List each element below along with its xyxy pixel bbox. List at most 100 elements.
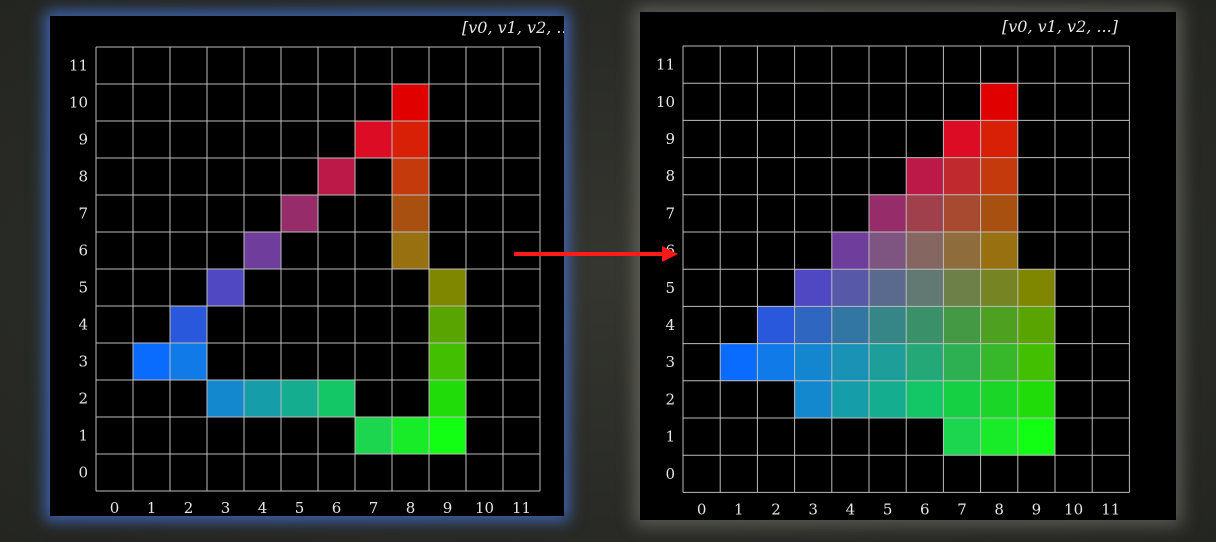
x-tick-label: 7 (957, 500, 967, 518)
pixel-cell-8-8 (980, 157, 1018, 195)
pixel-cell-8-3 (980, 343, 1018, 381)
pixel-cell-5-7 (281, 195, 318, 232)
pixel-cell-8-10 (392, 84, 429, 121)
pixel-cell-9-2 (1017, 380, 1055, 418)
x-tick-label: 2 (184, 499, 194, 516)
y-tick-label: 9 (78, 131, 88, 149)
pixel-cell-2-4 (170, 306, 207, 343)
left-pixel-grid: 0 1 2 3 4 5 6 7 8 9 10 11 0 1 2 3 4 5 6 7 8 9 10 11 [v0, v1, v… (69, 18, 564, 516)
pixel-cell-8-8 (392, 158, 429, 195)
y-tick-label: 5 (665, 279, 675, 297)
pixel-cell-4-3 (831, 343, 869, 381)
x-tick-label: 8 (406, 499, 416, 516)
right-vertex-list-label: [v0, v1, v2, ...] (1002, 17, 1119, 36)
x-tick-label: 1 (734, 500, 744, 518)
y-tick-label: 0 (665, 465, 675, 483)
y-tick-label: 10 (69, 94, 88, 112)
y-tick-label: 6 (78, 242, 88, 260)
pixel-cell-6-4 (906, 306, 944, 344)
pixel-cell-4-2 (831, 380, 869, 418)
pixel-cell-7-4 (943, 306, 981, 344)
left-grid-panel: 0 1 2 3 4 5 6 7 8 9 10 11 0 1 2 3 4 5 6 7 8 9 10 11 [v0, v1, v… (50, 16, 564, 516)
pixel-cell-5-3 (869, 343, 907, 381)
pixel-cell-6-2 (906, 380, 944, 418)
y-tick-label: 3 (665, 353, 675, 371)
x-tick-label: 7 (369, 499, 379, 516)
y-tick-label: 0 (78, 464, 88, 482)
pixel-cell-8-9 (392, 121, 429, 158)
pixel-cell-7-9 (355, 121, 392, 158)
x-tick-label: 1 (147, 499, 157, 516)
pixel-cell-4-6 (831, 232, 869, 270)
pixel-cell-8-6 (980, 232, 1018, 270)
pixel-cell-7-7 (943, 194, 981, 232)
pixel-cell-9-4 (429, 306, 466, 343)
pixel-cell-8-1 (980, 418, 1018, 456)
x-tick-label: 5 (295, 499, 305, 516)
pixel-cell-8-7 (980, 194, 1018, 232)
y-tick-label: 1 (665, 428, 675, 446)
x-tick-label: 8 (994, 500, 1004, 518)
pixel-cell-3-2 (207, 380, 244, 417)
pixel-cell-5-6 (869, 232, 907, 270)
pixel-cell-8-6 (392, 232, 429, 269)
y-tick-label: 3 (78, 353, 88, 371)
x-tick-label: 11 (512, 499, 531, 516)
right-grid-panel: 0 1 2 3 4 5 6 7 8 9 10 11 0 1 2 3 4 5 6 7 8 9 10 11 [v0, v1, v… (640, 12, 1176, 520)
pixel-cell-9-4 (1017, 306, 1055, 344)
x-tick-label: 0 (110, 499, 120, 516)
y-tick-label: 8 (78, 168, 88, 186)
x-tick-label: 4 (258, 499, 268, 516)
pixel-cell-6-7 (906, 194, 944, 232)
y-tick-label: 11 (656, 56, 675, 74)
x-tick-label: 3 (221, 499, 231, 516)
pixel-cell-8-7 (392, 195, 429, 232)
pixel-cell-5-2 (281, 380, 318, 417)
y-tick-label: 1 (78, 427, 88, 445)
x-tick-label: 0 (697, 500, 707, 518)
right-pixel-grid: 0 1 2 3 4 5 6 7 8 9 10 11 0 1 2 3 4 5 6 7 8 9 10 11 [v0, v1, v… (656, 17, 1130, 518)
pixel-cell-3-5 (207, 269, 244, 306)
y-tick-label: 2 (78, 390, 88, 408)
y-tick-label: 2 (665, 390, 675, 408)
y-tick-label: 8 (665, 167, 675, 185)
pixel-cell-6-6 (906, 232, 944, 270)
pixel-cell-5-5 (869, 269, 907, 307)
pixel-cell-7-5 (943, 269, 981, 307)
y-tick-label: 9 (665, 130, 675, 148)
x-tick-label: 6 (920, 500, 930, 518)
x-tick-label: 10 (1064, 500, 1083, 518)
pixel-cell-9-5 (429, 269, 466, 306)
x-tick-label: 4 (846, 500, 856, 518)
pixel-cell-9-1 (1017, 418, 1055, 456)
pixel-cell-4-5 (831, 269, 869, 307)
pixel-cell-5-7 (869, 194, 907, 232)
x-tick-label: 6 (332, 499, 342, 516)
pixel-cell-8-4 (980, 306, 1018, 344)
pixel-cell-8-1 (392, 417, 429, 454)
y-tick-label: 10 (656, 93, 675, 111)
x-tick-label: 5 (883, 500, 893, 518)
pixel-cell-7-9 (943, 120, 981, 158)
pixel-cell-9-1 (429, 417, 466, 454)
x-tick-label: 9 (1032, 500, 1042, 518)
pixel-cell-3-3 (794, 343, 832, 381)
pixel-cell-9-3 (429, 343, 466, 380)
pixel-cell-8-10 (980, 83, 1018, 121)
x-tick-label: 9 (443, 499, 453, 516)
y-tick-label: 6 (665, 242, 675, 260)
pixel-cell-3-5 (794, 269, 832, 307)
pixel-cell-9-3 (1017, 343, 1055, 381)
y-tick-label: 4 (665, 316, 675, 334)
pixel-cell-8-5 (980, 269, 1018, 307)
pixel-cell-7-1 (943, 418, 981, 456)
pixel-cell-2-4 (757, 306, 795, 344)
pixel-cell-1-3 (133, 343, 170, 380)
pixel-cell-8-9 (980, 120, 1018, 158)
pixel-cell-6-2 (318, 380, 355, 417)
x-tick-label: 10 (475, 499, 494, 516)
x-tick-label: 11 (1101, 500, 1120, 518)
pixel-cell-3-2 (794, 380, 832, 418)
pixel-cell-6-8 (906, 157, 944, 195)
pixel-cell-4-4 (831, 306, 869, 344)
